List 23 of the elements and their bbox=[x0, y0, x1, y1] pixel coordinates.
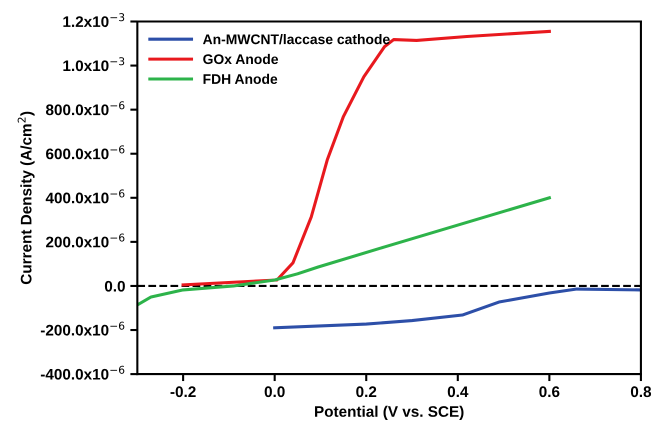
x-tick-label: 0.8 bbox=[630, 386, 652, 398]
x-tick-label: 0.0 bbox=[264, 386, 285, 398]
x-tick-label: 0.6 bbox=[539, 386, 560, 398]
y-axis-title: Current Density (A/cm$^{2}$) bbox=[18, 112, 35, 284]
y-tick-label: 1.2x10$^{−3}$ bbox=[63, 13, 124, 28]
y-tick-label: -200.0x10$^{−6}$ bbox=[40, 322, 124, 336]
line-series bbox=[273, 288, 641, 330]
line-series bbox=[182, 30, 551, 286]
x-tick-label: 0.4 bbox=[448, 386, 468, 398]
y-tick-label: 200.0x10$^{−6}$ bbox=[46, 234, 124, 248]
y-tick-label: 400.0x10$^{−6}$ bbox=[46, 189, 124, 204]
legend-label: GOx Anode bbox=[203, 54, 278, 64]
x-tick-label: -0.2 bbox=[170, 386, 196, 398]
y-tick-label: 800.0x10$^{−6}$ bbox=[46, 101, 124, 116]
x-tick-label: 0.2 bbox=[356, 386, 376, 398]
y-tick-label: 0.0 bbox=[104, 280, 125, 292]
y-tick-label: 1.0x10$^{−3}$ bbox=[63, 57, 124, 72]
line-series bbox=[137, 196, 551, 306]
y-tick-label: 600.0x10$^{−6}$ bbox=[46, 145, 124, 160]
legend-label: FDH Anode bbox=[204, 74, 278, 84]
y-tick-label: -400.0x10$^{−6}$ bbox=[40, 366, 124, 380]
legend-label: An-MWCNT/laccase cathode bbox=[202, 34, 390, 44]
x-axis-title: Potential (V vs. SCE) bbox=[315, 406, 464, 420]
